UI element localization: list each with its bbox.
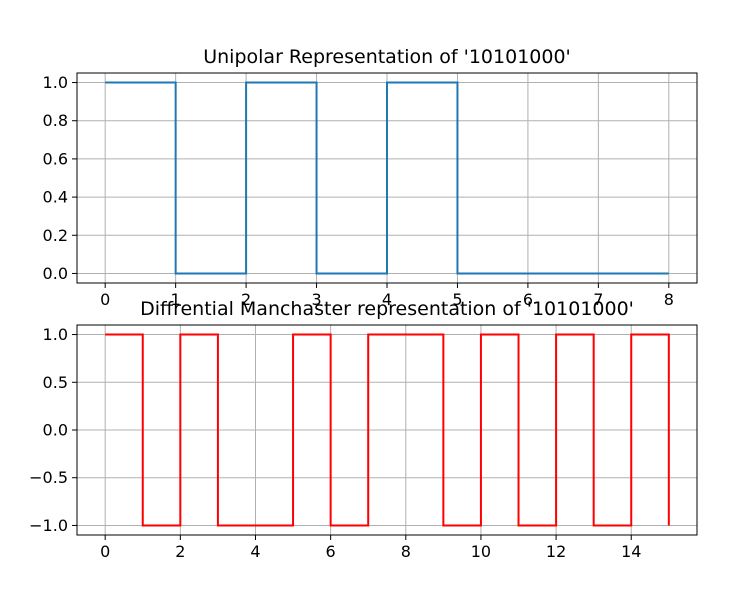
manchester-x-tick-label: 4 — [250, 542, 260, 561]
unipolar-x-tick-label: 1 — [171, 290, 181, 309]
manchester-signal-line — [105, 333, 670, 527]
manchester-x-tick-label: 14 — [621, 542, 641, 561]
unipolar-y-tick-label: 0.4 — [43, 188, 68, 207]
unipolar-x-tick-label: 0 — [100, 290, 110, 309]
manchester-chart-title: Diffrential Manchaster representation of… — [140, 298, 634, 320]
manchester-y-tick-label: 0.5 — [43, 373, 68, 392]
unipolar-chart-title: Unipolar Representation of '10101000' — [203, 46, 571, 68]
manchester-y-tick-label: −0.5 — [29, 468, 68, 487]
unipolar-x-tick-label: 5 — [452, 290, 462, 309]
unipolar-y-tick-label: 0.6 — [43, 149, 68, 168]
unipolar-x-tick-label: 2 — [241, 290, 251, 309]
manchester-y-tick-label: 1.0 — [43, 325, 68, 344]
manchester-y-tick-label: 0.0 — [43, 421, 68, 440]
unipolar-y-tick-label: 0.8 — [43, 111, 68, 130]
unipolar-x-tick-label: 7 — [593, 290, 603, 309]
manchester-x-tick-label: 6 — [326, 542, 336, 561]
manchester-y-tick-label: −1.0 — [29, 516, 68, 535]
manchester-x-tick-label: 10 — [471, 542, 491, 561]
manchester-x-tick-label: 2 — [175, 542, 185, 561]
unipolar-signal-line — [105, 81, 669, 275]
unipolar-x-tick-label: 6 — [523, 290, 533, 309]
manchester-x-tick-label: 0 — [100, 542, 110, 561]
unipolar-y-tick-label: 0.2 — [43, 226, 68, 245]
manchester-x-tick-label: 12 — [546, 542, 566, 561]
unipolar-x-tick-label: 3 — [311, 290, 321, 309]
manchester-chart-panel: 0 2 4 6 8 10 12 14 −1.0 −0.5 0.0 0.5 1.0 Diffrential… — [29, 298, 698, 561]
manchester-x-tick-label: 8 — [401, 542, 411, 561]
unipolar-y-tick-label: 1.0 — [43, 73, 68, 92]
unipolar-x-tick-label: 8 — [664, 290, 674, 309]
unipolar-y-tick-label: 0.0 — [43, 264, 68, 283]
unipolar-x-tick-label: 4 — [382, 290, 392, 309]
unipolar-chart-panel: 0 1 2 3 4 5 6 7 8 0.0 0.2 0.4 0.6 0.8 1.0 Unipolar Rep… — [43, 46, 698, 309]
